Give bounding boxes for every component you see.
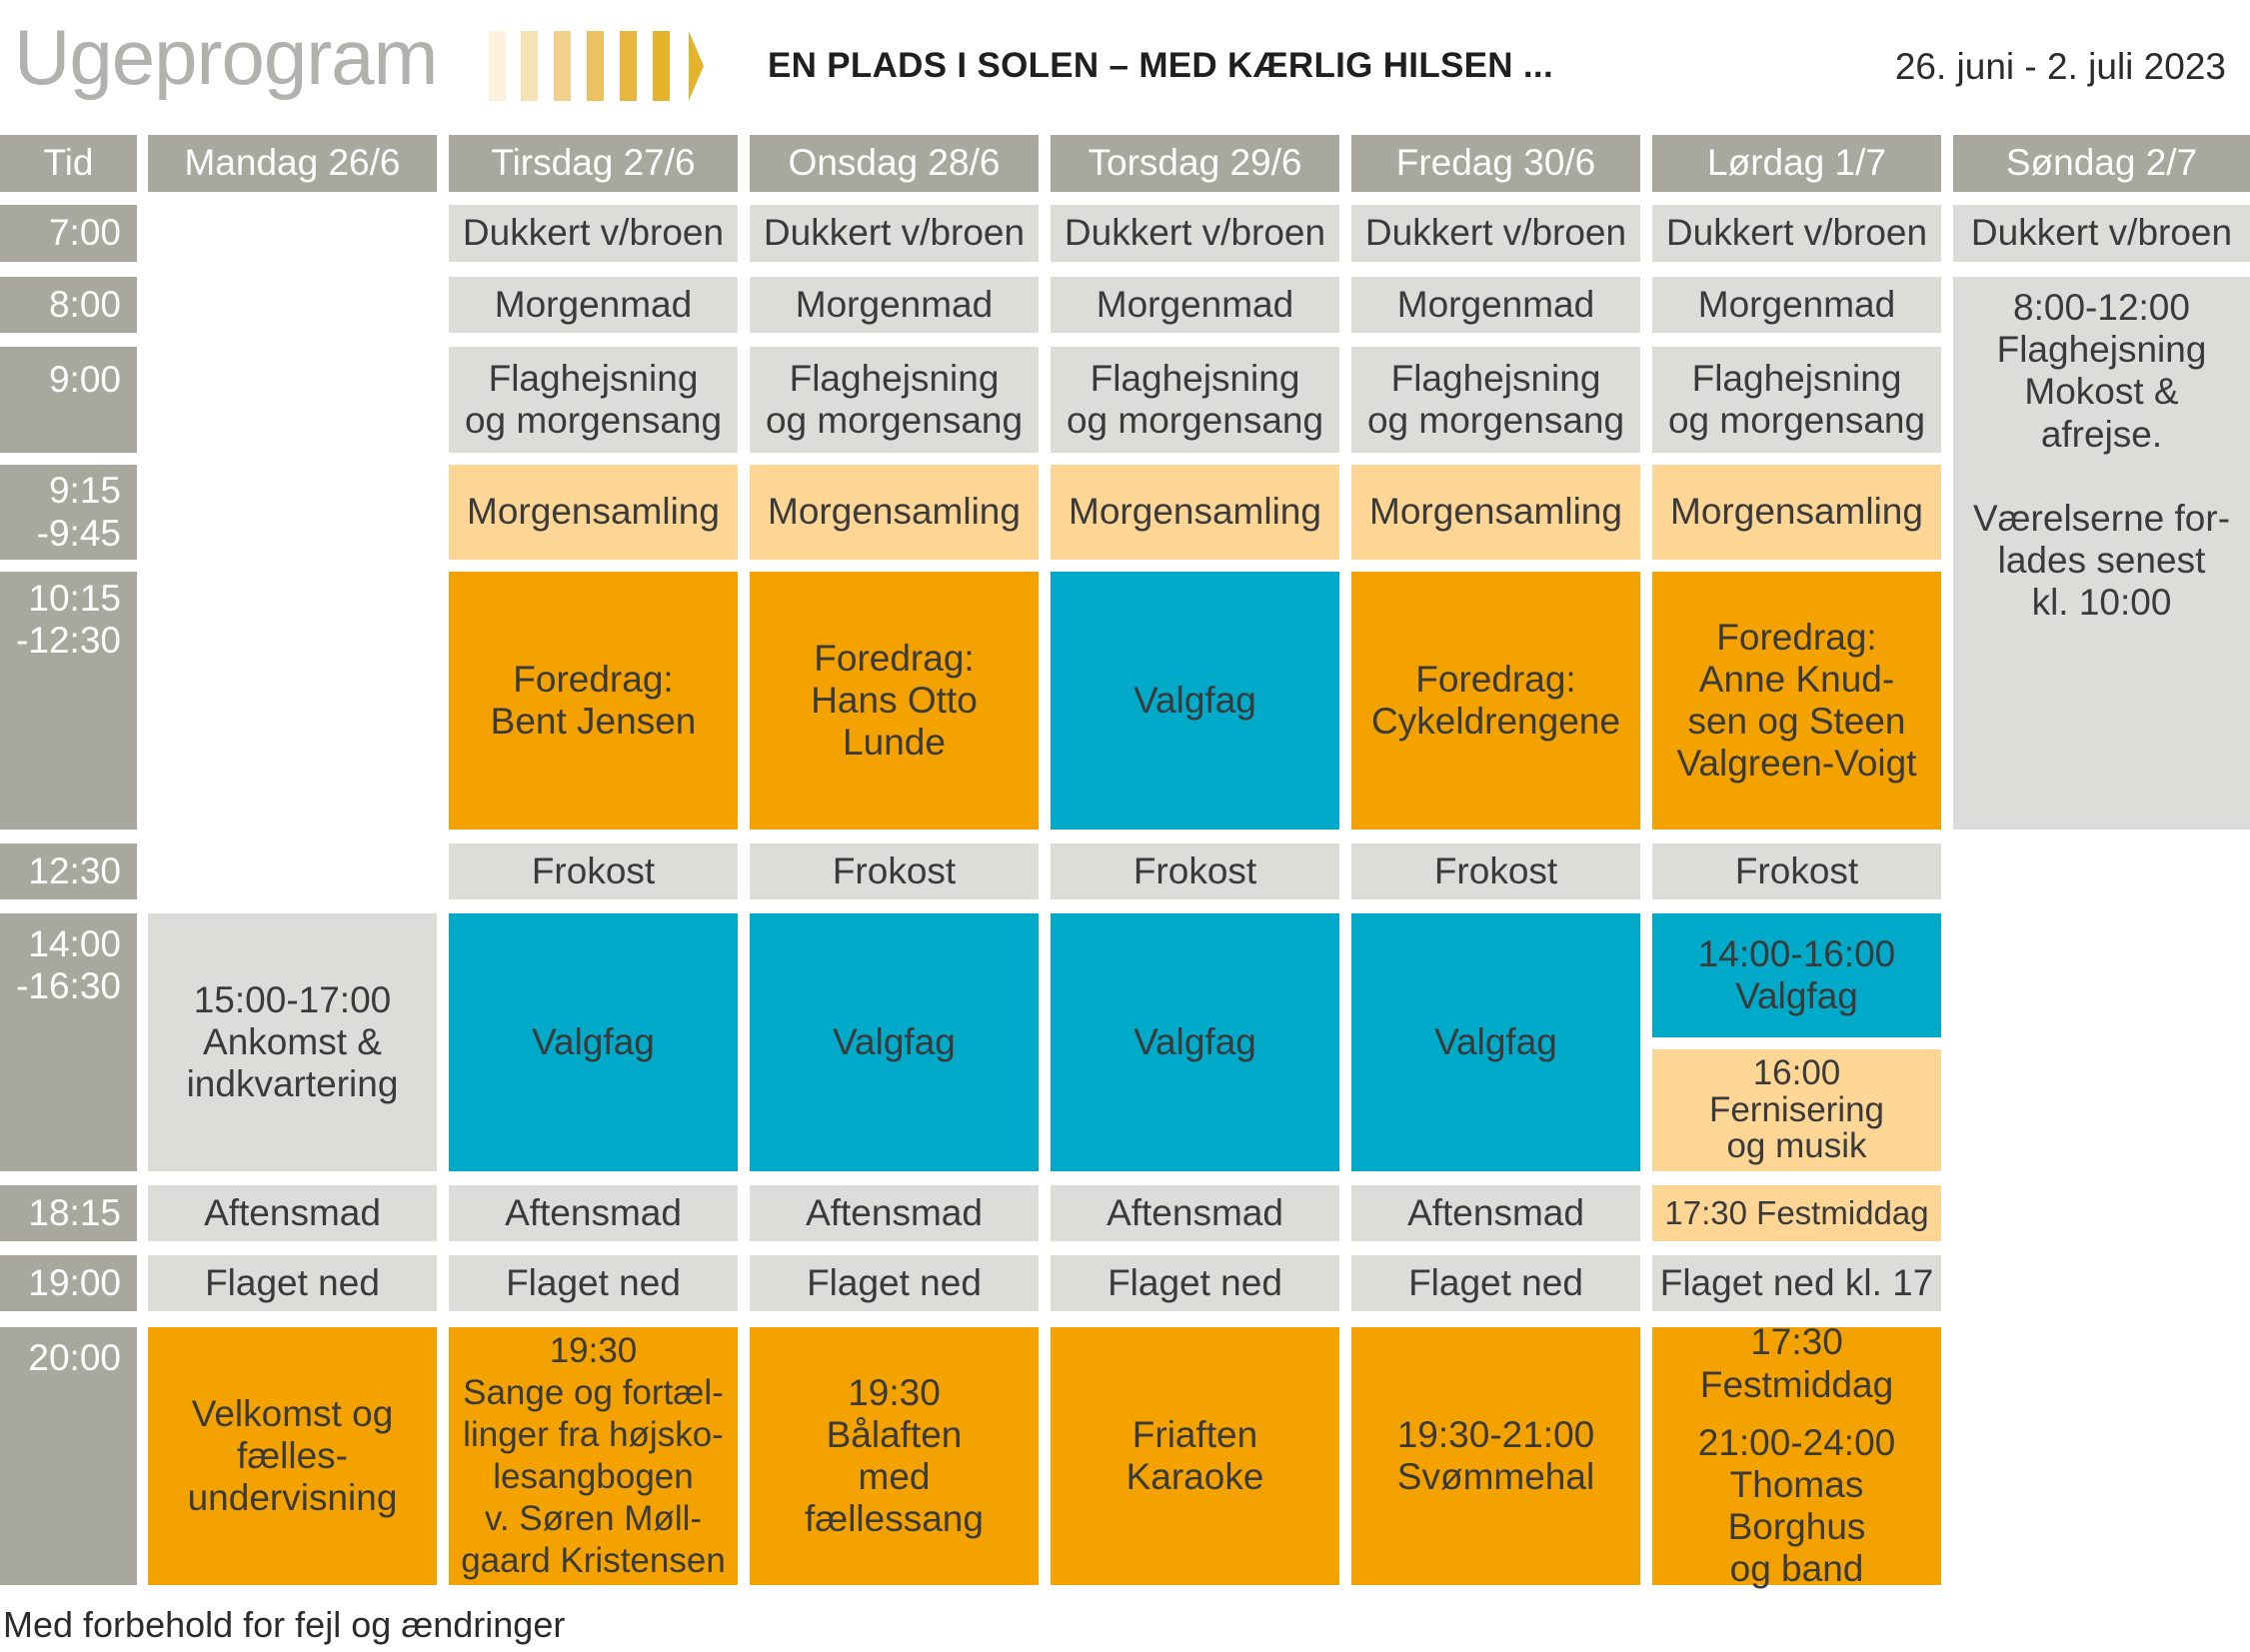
activity-valgfag: Valgfag — [1051, 913, 1339, 1171]
activity-saturday-evening: 17:30 Festmiddag 21:00-24:00 Thomas Borg… — [1652, 1321, 1941, 1589]
activity-aftensmad: Aftensmad — [1351, 1185, 1640, 1241]
activity-baalaften: 19:30 Bålaften med fællessang — [750, 1327, 1039, 1585]
column-header-tuesday: Tirsdag 27/6 — [449, 135, 738, 192]
program-subtitle: EN PLADS I SOLEN – MED KÆRLIG HILSEN ... — [768, 46, 1553, 85]
column-header-tid: Tid — [0, 135, 137, 192]
activity-flaget-ned: Flaget ned — [148, 1255, 437, 1311]
column-header-wednesday: Onsdag 28/6 — [750, 135, 1039, 192]
activity-dukkert: Dukkert v/broen — [1652, 205, 1941, 262]
activity-valgfag: Valgfag — [1051, 572, 1339, 829]
time-1815: 18:15 — [0, 1185, 137, 1241]
activity-festmiddag: 17:30 Festmiddag — [1652, 1185, 1941, 1241]
activity-morgensamling: Morgensamling — [1051, 465, 1339, 560]
activity-frokost: Frokost — [1051, 843, 1339, 899]
activity-morgensamling: Morgensamling — [449, 465, 738, 560]
time-0700: 7:00 — [0, 205, 137, 262]
activity-morgenmad: Morgenmad — [750, 277, 1039, 333]
activity-foredrag: Foredrag: Bent Jensen — [449, 572, 738, 829]
time-0915: 9:15 -9:45 — [0, 465, 137, 560]
activity-svoemmehal: 19:30-21:00 Svømmehal — [1351, 1327, 1640, 1585]
column-header-sunday: Søndag 2/7 — [1953, 135, 2250, 192]
activity-flaghejsning: Flaghejsning og morgensang — [1351, 347, 1640, 453]
activity-valgfag-saturday: 14:00-16:00 Valgfag — [1652, 913, 1941, 1037]
activity-dukkert: Dukkert v/broen — [1051, 205, 1339, 262]
time-1400: 14:00 -16:30 — [0, 913, 137, 1171]
time-1900: 19:00 — [0, 1255, 137, 1311]
arrow-right-icon — [689, 31, 704, 101]
activity-valgfag: Valgfag — [1351, 913, 1640, 1171]
activity-dukkert: Dukkert v/broen — [1351, 205, 1640, 262]
column-header-saturday: Lørdag 1/7 — [1652, 135, 1941, 192]
activity-dukkert: Dukkert v/broen — [1953, 205, 2250, 262]
time-0800: 8:00 — [0, 277, 137, 333]
activity-flaget-ned: Flaget ned — [1051, 1255, 1339, 1311]
sunday-departure-block: 8:00-12:00 Flaghejsning Mokost & afrejse… — [1953, 277, 2250, 829]
saturday-band-text: 21:00-24:00 Thomas Borghus og band — [1697, 1421, 1896, 1590]
activity-fernisering: 16:00 Fernisering og musik — [1652, 1049, 1941, 1171]
activity-sange: 19:30 Sange og fortæl- linger fra højsko… — [449, 1327, 738, 1585]
activity-morgensamling: Morgensamling — [1351, 465, 1640, 560]
column-header-friday: Fredag 30/6 — [1351, 135, 1640, 192]
activity-morgenmad: Morgenmad — [1351, 277, 1640, 333]
activity-frokost: Frokost — [1652, 843, 1941, 899]
activity-flaghejsning: Flaghejsning og morgensang — [449, 347, 738, 453]
activity-foredrag: Foredrag: Cykeldrengene — [1351, 572, 1640, 829]
activity-flaget-ned: Flaget ned — [1351, 1255, 1640, 1311]
activity-frokost: Frokost — [449, 843, 738, 899]
activity-flaget-ned: Flaget ned — [750, 1255, 1039, 1311]
activity-aftensmad: Aftensmad — [1051, 1185, 1339, 1241]
activity-valgfag: Valgfag — [750, 913, 1039, 1171]
footer-note: Med forbehold for fejl og ændringer — [3, 1604, 566, 1645]
activity-aftensmad: Aftensmad — [449, 1185, 738, 1241]
activity-morgensamling: Morgensamling — [1652, 465, 1941, 560]
activity-foredrag: Foredrag: Hans Otto Lunde — [750, 572, 1039, 829]
activity-foredrag: Foredrag: Anne Knud- sen og Steen Valgre… — [1652, 572, 1941, 829]
activity-flaghejsning: Flaghejsning og morgensang — [750, 347, 1039, 453]
column-header-thursday: Torsdag 29/6 — [1051, 135, 1339, 192]
activity-frokost: Frokost — [750, 843, 1039, 899]
activity-morgenmad: Morgenmad — [1051, 277, 1339, 333]
stripes-logo — [0, 0, 720, 110]
activity-morgensamling: Morgensamling — [750, 465, 1039, 560]
saturday-festmiddag-text: 17:30 Festmiddag — [1699, 1321, 1894, 1405]
activity-dukkert: Dukkert v/broen — [750, 205, 1039, 262]
activity-morgenmad: Morgenmad — [1652, 277, 1941, 333]
date-range: 26. juni - 2. juli 2023 — [1894, 46, 2226, 87]
activity-flaget-ned: Flaget ned kl. 17 — [1652, 1255, 1941, 1311]
activity-flaghejsning: Flaghejsning og morgensang — [1652, 347, 1941, 453]
activity-karaoke: Friaften Karaoke — [1051, 1327, 1339, 1585]
column-header-monday: Mandag 26/6 — [148, 135, 437, 192]
activity-aftensmad: Aftensmad — [148, 1185, 437, 1241]
page-title: Ugeprogram — [14, 13, 439, 101]
activity-valgfag: Valgfag — [449, 913, 738, 1171]
activity-ankomst: 15:00-17:00 Ankomst & indkvartering — [148, 913, 437, 1171]
time-1015: 10:15 -12:30 — [0, 572, 137, 829]
activity-morgenmad: Morgenmad — [449, 277, 738, 333]
time-0900: 9:00 — [0, 347, 137, 453]
time-2000: 20:00 — [0, 1327, 137, 1585]
activity-aftensmad: Aftensmad — [750, 1185, 1039, 1241]
activity-velkomst: Velkomst og fælles- undervisning — [148, 1327, 437, 1585]
activity-frokost: Frokost — [1351, 843, 1640, 899]
activity-dukkert: Dukkert v/broen — [449, 205, 738, 262]
activity-flaget-ned: Flaget ned — [449, 1255, 738, 1311]
activity-flaghejsning: Flaghejsning og morgensang — [1051, 347, 1339, 453]
time-1230: 12:30 — [0, 843, 137, 899]
